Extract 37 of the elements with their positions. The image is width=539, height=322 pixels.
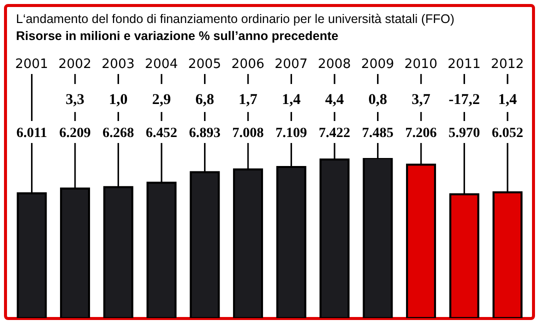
chart-subtitle: Risorse in milioni e variazione % sull’anno precedente: [16, 29, 338, 43]
x-tick-label: 2007: [274, 57, 308, 72]
data-label: 7.422: [318, 126, 350, 141]
data-label: 5.970: [448, 126, 480, 141]
x-tick-label: 2012: [490, 57, 524, 72]
text: 1,4: [498, 92, 518, 108]
data-label: 7.008: [232, 126, 264, 141]
text: 6,8: [195, 92, 214, 108]
text: 2,9: [152, 92, 171, 108]
x-tick-label: 2003: [102, 57, 135, 72]
x-tick-label: 2002: [58, 57, 92, 72]
text: 0,8: [368, 92, 388, 108]
text: 3,7: [412, 92, 431, 108]
data-label: 7.109: [276, 126, 308, 141]
x-tick-label: 2001: [15, 57, 48, 72]
text: -17,2: [448, 92, 480, 108]
x-tick-label: 2005: [188, 57, 222, 72]
data-label: 6.893: [189, 126, 221, 141]
x-tick-label: 2010: [404, 57, 438, 72]
text: 1,0: [108, 92, 128, 108]
data-label: 6.452: [146, 126, 178, 141]
text: 1,7: [238, 92, 258, 108]
data-label: 7.485: [362, 126, 394, 141]
x-tick-label: 2008: [318, 57, 351, 72]
chart-title: L‘andamento del fondo di finanziamento ordinario per le università statali (FFO): [16, 12, 454, 26]
x-tick-label: 2011: [448, 57, 481, 72]
text: 3,3: [66, 92, 84, 108]
data-label: 7.206: [405, 126, 437, 141]
x-tick-label: 2004: [144, 57, 178, 72]
text: 4,4: [325, 92, 344, 108]
data-label: 6.268: [102, 126, 134, 141]
text: 1,4: [282, 92, 302, 108]
data-label: 6.209: [59, 126, 91, 141]
data-label: 6.052: [492, 126, 524, 141]
data-label: 6.011: [16, 126, 48, 141]
x-tick-label: 2006: [231, 57, 264, 72]
x-tick-label: 2009: [361, 57, 394, 72]
